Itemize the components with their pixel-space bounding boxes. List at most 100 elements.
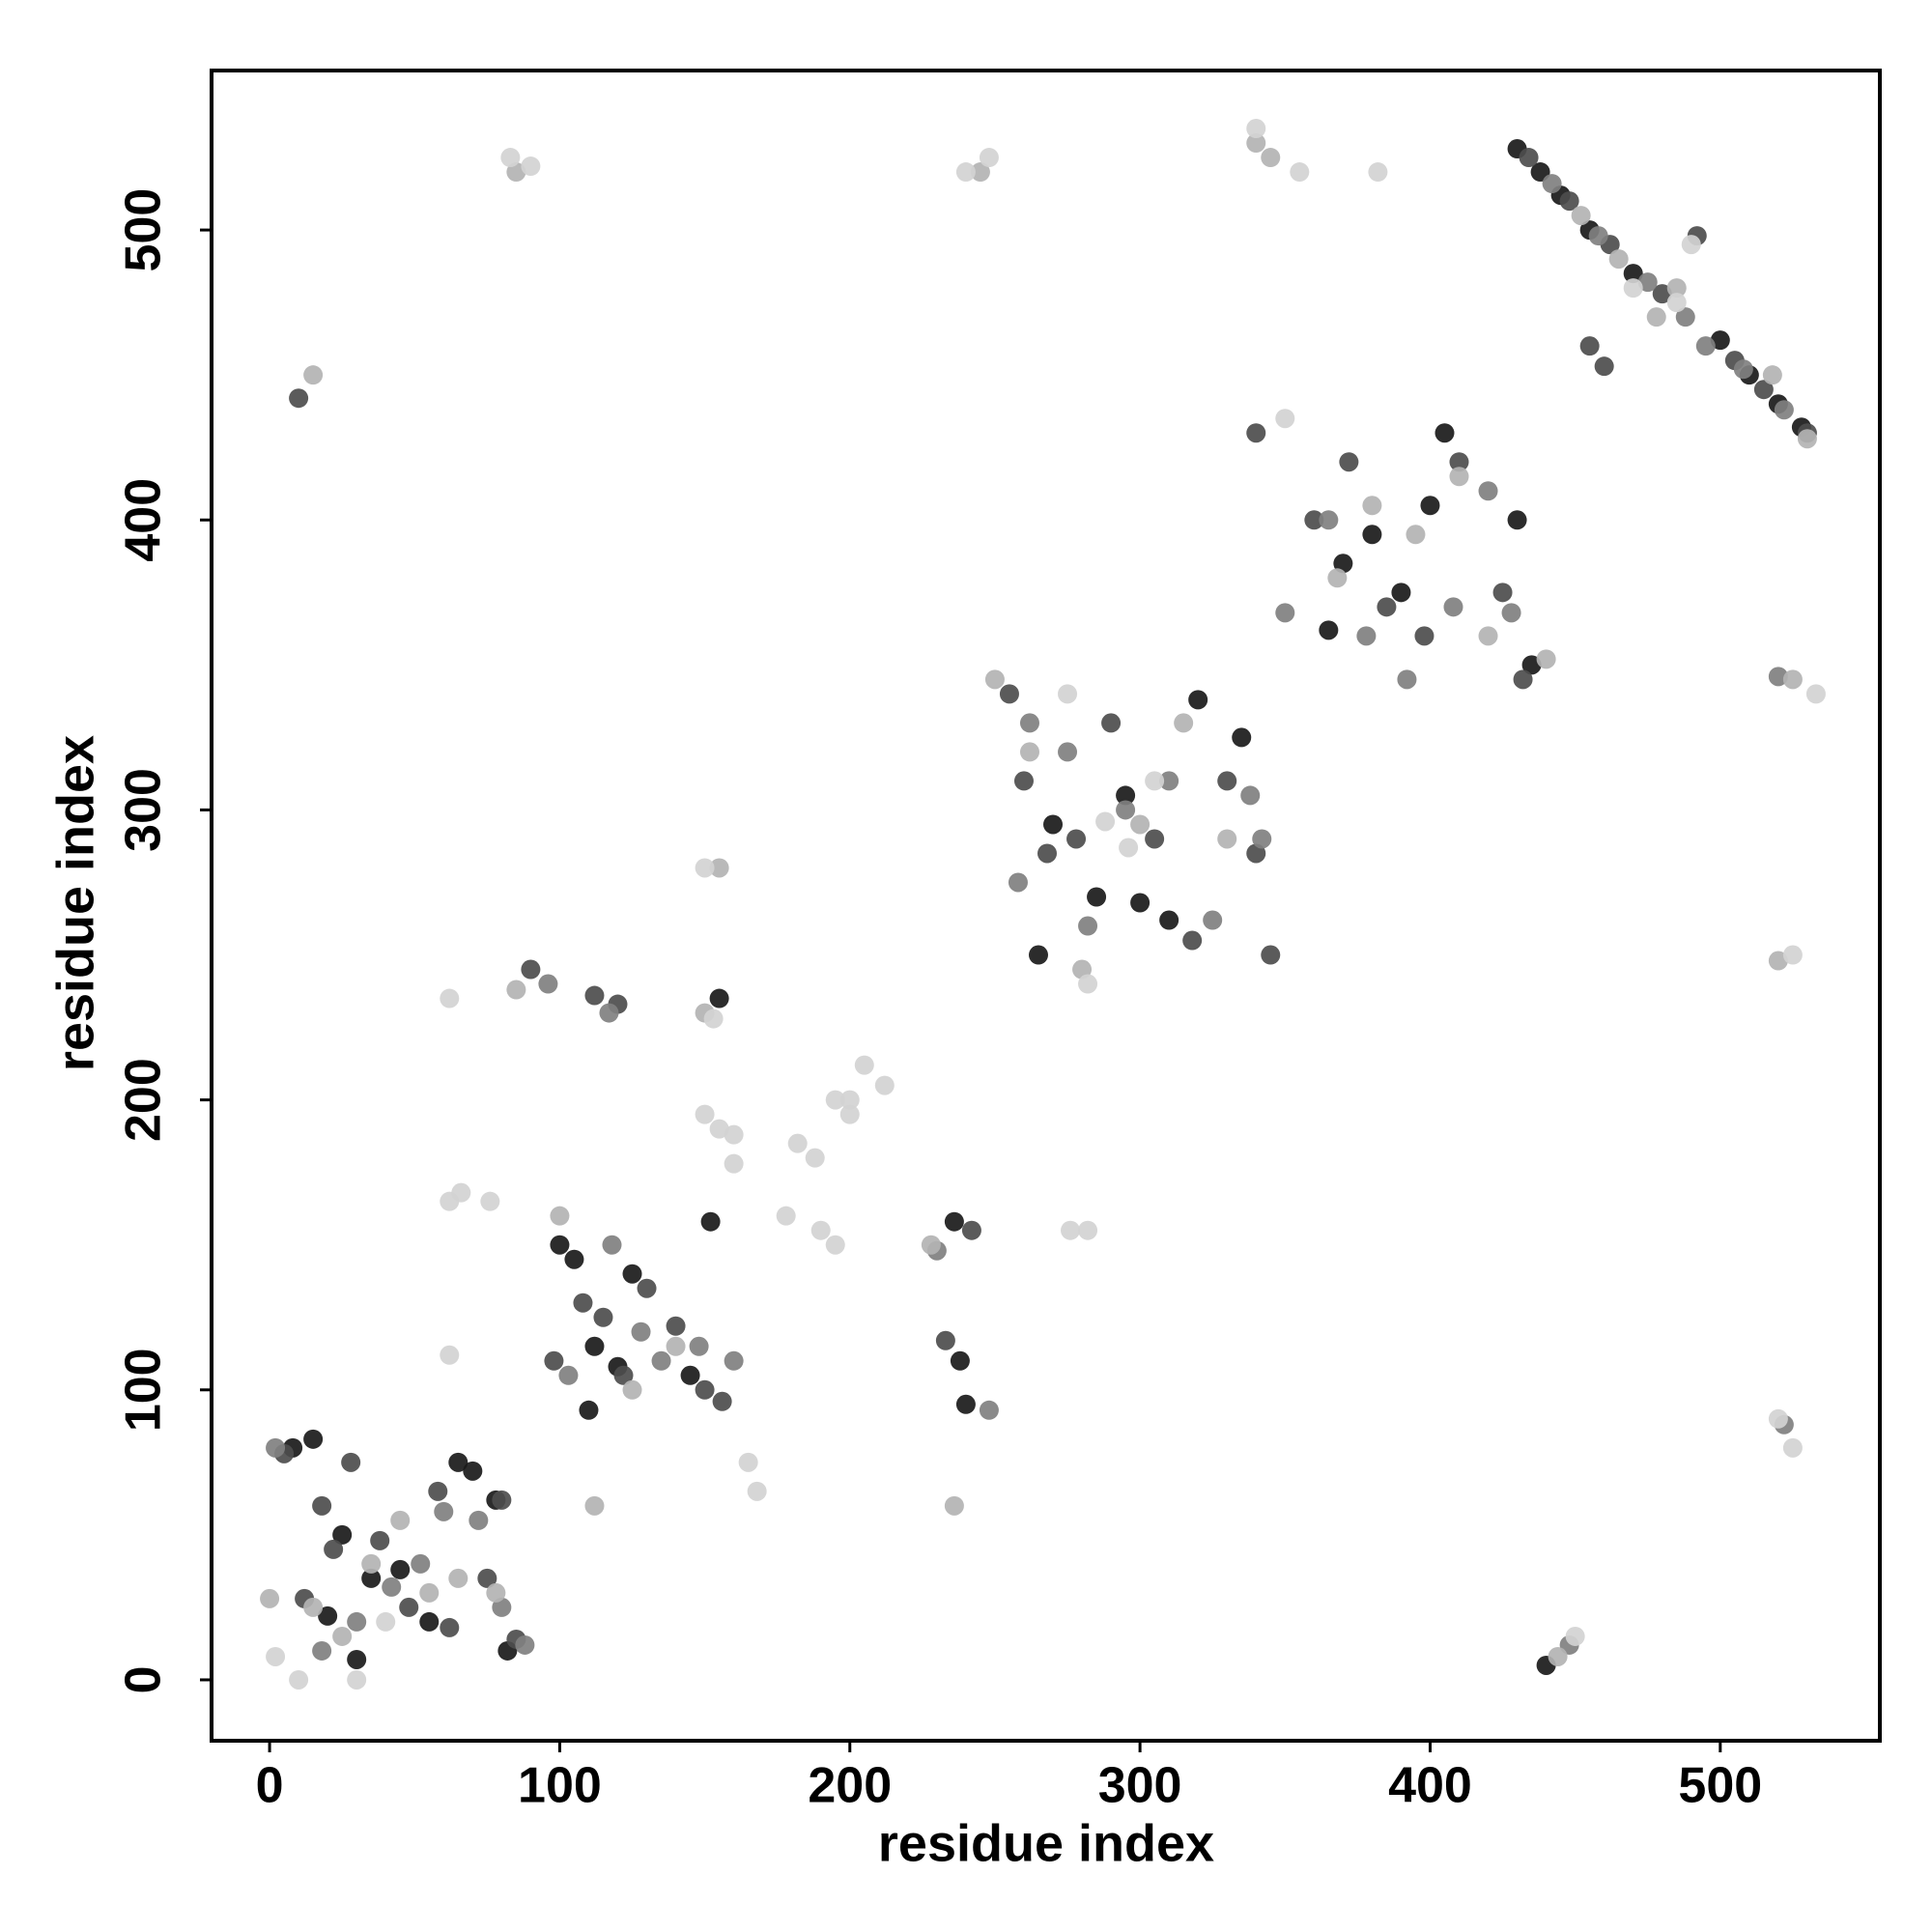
point	[579, 1400, 599, 1420]
point	[599, 1003, 619, 1023]
point	[347, 1669, 367, 1690]
point	[260, 1588, 280, 1608]
point	[1492, 582, 1513, 603]
point	[463, 1461, 483, 1481]
point	[651, 1350, 671, 1371]
point	[1043, 814, 1064, 835]
point	[1174, 713, 1194, 733]
point	[558, 1365, 579, 1385]
point	[1513, 669, 1533, 690]
point	[602, 1235, 622, 1255]
point	[1240, 785, 1261, 806]
point	[1019, 713, 1039, 733]
point	[1594, 356, 1614, 377]
point	[1449, 452, 1469, 472]
point	[289, 1669, 309, 1690]
point	[1646, 307, 1666, 327]
point	[1078, 974, 1098, 994]
point	[1327, 568, 1348, 588]
point	[515, 1634, 535, 1655]
point	[469, 1510, 489, 1530]
point	[506, 980, 526, 1000]
point	[1565, 1626, 1585, 1646]
point	[550, 1235, 570, 1255]
point	[1559, 191, 1579, 212]
point	[709, 988, 729, 1009]
point	[1319, 510, 1339, 530]
point	[825, 1235, 845, 1255]
x-tick-label: 100	[518, 1758, 602, 1814]
point	[1319, 620, 1339, 640]
y-tick-label: 400	[116, 478, 172, 562]
point	[1797, 429, 1817, 449]
point	[1435, 423, 1455, 443]
point	[1623, 278, 1643, 298]
point	[1420, 496, 1440, 516]
point	[955, 1394, 976, 1414]
y-axis-title: residue index	[46, 735, 104, 1071]
point	[1753, 380, 1774, 400]
point	[1805, 684, 1826, 704]
point	[419, 1611, 440, 1632]
point	[724, 1153, 744, 1174]
point	[1377, 597, 1397, 617]
point	[1203, 910, 1223, 930]
point	[506, 162, 526, 183]
point	[486, 1582, 506, 1603]
point	[709, 1119, 729, 1139]
point	[738, 1452, 758, 1472]
point	[979, 1400, 999, 1420]
point	[874, 1075, 895, 1095]
point	[961, 1220, 981, 1240]
point	[1368, 162, 1388, 183]
point	[1608, 249, 1629, 270]
point	[448, 1452, 469, 1472]
point	[1695, 336, 1716, 356]
point	[312, 1640, 332, 1661]
x-axis-title: residue index	[878, 1814, 1214, 1872]
point	[724, 1124, 744, 1145]
point	[1058, 684, 1078, 704]
point	[1252, 829, 1272, 849]
point	[324, 1539, 344, 1559]
point	[1571, 206, 1591, 226]
point	[1008, 872, 1028, 893]
point	[573, 1293, 593, 1313]
point	[787, 1133, 808, 1153]
point	[1078, 1220, 1098, 1240]
point	[1637, 272, 1658, 293]
point	[1061, 1220, 1081, 1240]
point	[492, 1597, 512, 1617]
point	[666, 1336, 686, 1356]
y-tick-label: 100	[116, 1348, 172, 1432]
point	[944, 1211, 964, 1232]
point	[1290, 162, 1310, 183]
point	[1217, 771, 1237, 791]
point	[521, 959, 541, 980]
point	[347, 1649, 367, 1669]
point	[266, 1437, 286, 1458]
point	[1130, 814, 1151, 835]
point	[984, 669, 1005, 690]
point	[318, 1605, 338, 1626]
point	[1275, 603, 1295, 623]
point	[999, 684, 1019, 704]
point	[370, 1530, 390, 1550]
x-tick-label: 200	[808, 1758, 892, 1814]
point	[1414, 626, 1435, 646]
point	[347, 1611, 367, 1632]
point	[1145, 771, 1165, 791]
x-tick-label: 300	[1098, 1758, 1182, 1814]
point	[1768, 951, 1788, 971]
point	[1501, 603, 1521, 623]
point	[810, 1220, 831, 1240]
point	[1782, 945, 1803, 965]
point	[382, 1577, 402, 1597]
point	[1217, 829, 1237, 849]
point	[1579, 336, 1600, 356]
point	[399, 1597, 419, 1617]
point	[700, 1211, 721, 1232]
point	[312, 1495, 332, 1516]
point	[724, 1350, 744, 1371]
